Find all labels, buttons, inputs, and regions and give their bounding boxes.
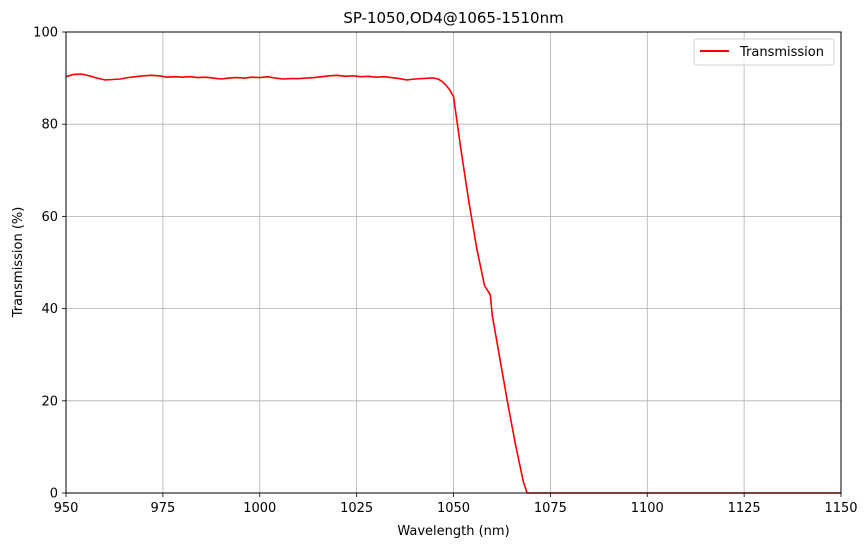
y-axis-ticks: 0 20 40 60 80 100 bbox=[33, 26, 66, 502]
x-tick-label: 1100 bbox=[631, 501, 664, 516]
x-axis-ticks: 950 975 1000 1025 1050 1075 1100 1125 1150 bbox=[54, 493, 858, 516]
legend: Transmission bbox=[693, 38, 835, 66]
y-tick-label: 20 bbox=[41, 394, 58, 409]
x-tick-label: 1025 bbox=[340, 501, 373, 516]
x-tick-label: 975 bbox=[150, 501, 175, 516]
legend-label: Transmission bbox=[739, 45, 824, 60]
x-tick-label: 950 bbox=[54, 501, 79, 516]
chart-title: SP-1050,OD4@1065-1510nm bbox=[343, 9, 563, 27]
y-axis-label: Transmission (%) bbox=[11, 207, 26, 319]
transmission-line bbox=[65, 73, 841, 494]
y-tick-label: 0 bbox=[50, 487, 58, 502]
x-tick-label: 1050 bbox=[437, 501, 470, 516]
legend-box bbox=[693, 38, 835, 66]
y-tick-label: 40 bbox=[41, 302, 58, 317]
y-tick-label: 80 bbox=[41, 118, 58, 133]
x-tick-label: 1075 bbox=[534, 501, 567, 516]
x-tick-label: 1125 bbox=[728, 501, 761, 516]
plot-area bbox=[65, 73, 841, 494]
y-tick-label: 60 bbox=[41, 210, 58, 225]
y-tick-label: 100 bbox=[33, 26, 58, 41]
x-axis-label: Wavelength (nm) bbox=[397, 524, 509, 539]
x-tick-label: 1150 bbox=[824, 501, 857, 516]
x-tick-label: 1000 bbox=[243, 501, 276, 516]
